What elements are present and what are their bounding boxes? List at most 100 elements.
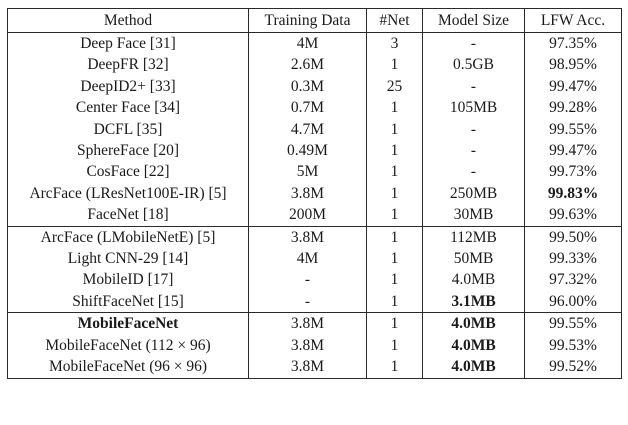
table-row: MobileFaceNet (96 × 96) 3.8M 1 4.0MB 99.52%: [7, 356, 622, 378]
cell-method: ArcFace (LMobileNetE) [5]: [7, 225, 249, 249]
cell-method: Center Face [34]: [7, 97, 249, 119]
cell-model-size: 50MB: [422, 248, 525, 270]
cell-net-count: 1: [366, 118, 423, 141]
cell-lfw-accuracy: 99.28%: [524, 97, 622, 119]
cell-model-size: 0.5GB: [422, 54, 525, 76]
cell-net-count: 1: [366, 204, 423, 227]
cell-method: FaceNet [18]: [7, 204, 249, 227]
cell-training-data: 3.8M: [248, 182, 367, 205]
cell-net-count: 1: [366, 290, 423, 313]
cell-training-data: 4M: [248, 32, 367, 55]
cell-method: ShiftFaceNet [15]: [7, 290, 249, 313]
cell-lfw-accuracy: 99.83%: [524, 182, 622, 205]
header-row: Method Training Data #Net Model Size LFW…: [7, 8, 622, 33]
cell-method: SphereFace [20]: [7, 140, 249, 162]
cell-method: DCFL [35]: [7, 118, 249, 141]
table-row: DCFL [35] 4.7M 1-99.55%: [7, 118, 622, 141]
cell-model-size: -: [422, 32, 525, 55]
cell-model-size: 4.0MB: [422, 269, 525, 291]
cell-training-data: 5M: [248, 161, 367, 183]
cell-net-count: 25: [366, 75, 423, 98]
header-model-size: Model Size: [422, 8, 525, 33]
cell-training-data: 3.8M: [248, 334, 367, 357]
cell-method: MobileFaceNet: [7, 312, 249, 335]
face-verification-comparison-table: Method Training Data #Net Model Size LFW…: [7, 8, 622, 379]
cell-lfw-accuracy: 99.53%: [524, 334, 622, 357]
cell-lfw-accuracy: 99.47%: [524, 75, 622, 98]
cell-training-data: 0.3M: [248, 75, 367, 98]
cell-method: CosFace [22]: [7, 161, 249, 183]
cell-net-count: 1: [366, 97, 423, 119]
table-row: Deep Face [31] 4M 3-97.35%: [7, 32, 622, 55]
table-row: CosFace [22] 5M 1-99.73%: [7, 161, 622, 183]
cell-model-size: 250MB: [422, 182, 525, 205]
cell-model-size: 112MB: [422, 225, 525, 249]
table-row: DeepFR [32] 2.6M 1 0.5GB 98.95%: [7, 54, 622, 76]
cell-training-data: 4M: [248, 248, 367, 270]
cell-net-count: 3: [366, 32, 423, 55]
cell-method: DeepID2+ [33]: [7, 75, 249, 98]
table-row: ArcFace (LMobileNetE) [5] 3.8M 1 112MB 99.50…: [7, 225, 622, 249]
cell-lfw-accuracy: 99.55%: [524, 118, 622, 141]
header-method: Method: [7, 8, 249, 33]
cell-training-data: 3.8M: [248, 225, 367, 249]
table-body: Deep Face [31] 4M 3-97.35% DeepFR [32] 2.6M 1…: [7, 32, 622, 378]
cell-training-data: 3.8M: [248, 312, 367, 335]
cell-lfw-accuracy: 99.33%: [524, 248, 622, 270]
cell-training-data: -: [248, 290, 367, 313]
table-row: Light CNN-29 [14] 4M 1 50MB 99.33%: [7, 248, 622, 270]
table-header: Method Training Data #Net Model Size LFW…: [7, 8, 622, 33]
cell-model-size: -: [422, 140, 525, 162]
cell-training-data: 3.8M: [248, 356, 367, 378]
cell-training-data: -: [248, 269, 367, 291]
cell-lfw-accuracy: 99.63%: [524, 204, 622, 227]
cell-method: Light CNN-29 [14]: [7, 248, 249, 270]
cell-lfw-accuracy: 99.73%: [524, 161, 622, 183]
cell-lfw-accuracy: 97.32%: [524, 269, 622, 291]
comparison-table-container: Method Training Data #Net Model Size LFW…: [7, 8, 622, 379]
cell-net-count: 1: [366, 248, 423, 270]
table-row: ArcFace (LResNet100E-IR) [5] 3.8M 1 250MB 99…: [7, 182, 622, 205]
cell-net-count: 1: [366, 140, 423, 162]
cell-lfw-accuracy: 98.95%: [524, 54, 622, 76]
table-row: MobileFaceNet (112 × 96) 3.8M 1 4.0MB 99.53%: [7, 334, 622, 357]
table-row: SphereFace [20] 0.49M 1-99.47%: [7, 140, 622, 162]
cell-method: MobileFaceNet (112 × 96): [7, 334, 249, 357]
cell-lfw-accuracy: 96.00%: [524, 290, 622, 313]
cell-model-size: -: [422, 118, 525, 141]
cell-method: ArcFace (LResNet100E-IR) [5]: [7, 182, 249, 205]
cell-lfw-accuracy: 97.35%: [524, 32, 622, 55]
cell-net-count: 1: [366, 356, 423, 378]
cell-method: Deep Face [31]: [7, 32, 249, 55]
table-row: Center Face [34] 0.7M 1 105MB 99.28%: [7, 97, 622, 119]
cell-training-data: 0.49M: [248, 140, 367, 162]
cell-method: DeepFR [32]: [7, 54, 249, 76]
cell-net-count: 1: [366, 161, 423, 183]
cell-training-data: 0.7M: [248, 97, 367, 119]
table-row: MobileID [17] -1 4.0MB 97.32%: [7, 269, 622, 291]
cell-model-size: 4.0MB: [422, 312, 525, 335]
cell-lfw-accuracy: 99.50%: [524, 225, 622, 249]
cell-model-size: 4.0MB: [422, 356, 525, 378]
cell-training-data: 200M: [248, 204, 367, 227]
table-row: MobileFaceNet 3.8M 1 4.0MB 99.55%: [7, 312, 622, 335]
cell-method: MobileFaceNet (96 × 96): [7, 356, 249, 378]
table-row: DeepID2+ [33] 0.3M 25-99.47%: [7, 75, 622, 98]
cell-model-size: 30MB: [422, 204, 525, 227]
cell-net-count: 1: [366, 334, 423, 357]
cell-model-size: 4.0MB: [422, 334, 525, 357]
header-training-data: Training Data: [248, 8, 367, 33]
cell-net-count: 1: [366, 225, 423, 249]
cell-net-count: 1: [366, 182, 423, 205]
cell-model-size: 3.1MB: [422, 290, 525, 313]
cell-lfw-accuracy: 99.52%: [524, 356, 622, 378]
cell-net-count: 1: [366, 269, 423, 291]
header-net-count: #Net: [366, 8, 423, 33]
cell-model-size: -: [422, 161, 525, 183]
table-row: FaceNet [18] 200M 1 30MB 99.63%: [7, 204, 622, 227]
cell-model-size: 105MB: [422, 97, 525, 119]
cell-lfw-accuracy: 99.55%: [524, 312, 622, 335]
table-row: ShiftFaceNet [15] -1 3.1MB 96.00%: [7, 290, 622, 313]
cell-net-count: 1: [366, 54, 423, 76]
cell-method: MobileID [17]: [7, 269, 249, 291]
